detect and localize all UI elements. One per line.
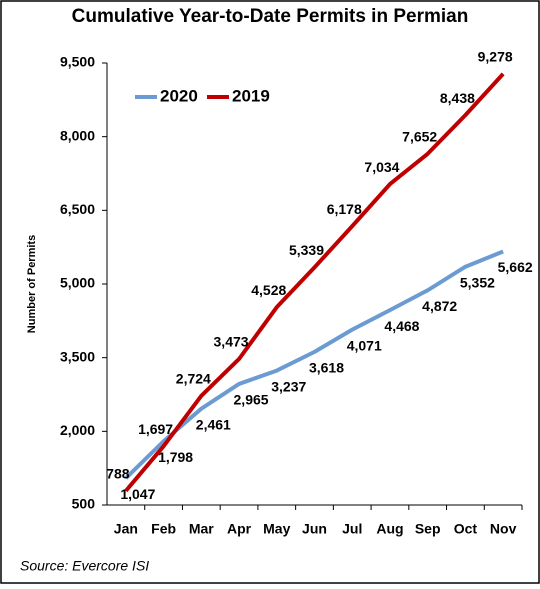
data-label: 5,339: [289, 242, 324, 258]
data-label: 9,278: [478, 49, 513, 65]
x-tick-label: May: [263, 521, 290, 537]
x-tick-label: Aug: [376, 521, 403, 537]
x-tick-label: Jul: [342, 521, 362, 537]
legend-label: 2020: [160, 86, 198, 105]
source: Source: Evercore ISI: [20, 558, 149, 574]
data-label: 3,237: [271, 378, 306, 394]
line: [124, 72, 505, 493]
chart-title: Cumulative Year-to-Date Permits in Permi…: [72, 6, 469, 27]
x-tick-label: Oct: [454, 521, 478, 537]
data-label: 2,461: [196, 416, 231, 432]
legend-label: 2019: [232, 86, 270, 105]
data-label: 4,872: [422, 298, 457, 314]
y-tick-label: 9,500: [60, 54, 95, 70]
data-label: 1,798: [158, 449, 193, 465]
y-tick-label: 5,000: [60, 275, 95, 291]
data-label: 4,468: [384, 318, 419, 334]
x-tick-label: Feb: [151, 521, 176, 537]
y-tick-label: 6,500: [60, 201, 95, 217]
y-axis-label: Number of Permits: [26, 235, 38, 333]
data-label: 1,697: [138, 421, 173, 437]
data-label: 3,618: [309, 360, 344, 376]
y-tick-label: 500: [72, 496, 96, 512]
x-tick-label: Jun: [302, 521, 327, 537]
x-tick-label: Sep: [415, 521, 441, 537]
x-tick-label: Jan: [114, 521, 138, 537]
data-label: 8,438: [440, 90, 475, 106]
line: [124, 249, 504, 480]
data-label: 4,071: [347, 337, 382, 353]
y-tick-label: 2,000: [60, 422, 95, 438]
data-label: 3,473: [214, 334, 249, 350]
x-tick-label: Nov: [490, 521, 517, 537]
x-tick-label: Apr: [227, 521, 252, 537]
x-tick-label: Mar: [189, 521, 214, 537]
y-tick-label: 3,500: [60, 348, 95, 364]
data-label: 7,034: [364, 159, 399, 175]
data-label: 4,528: [251, 282, 286, 298]
data-label: 788: [106, 466, 130, 482]
data-label: 5,352: [460, 274, 495, 290]
data-label: 6,178: [327, 201, 362, 217]
data-label: 5,662: [498, 259, 533, 275]
y-tick-label: 8,000: [60, 127, 95, 143]
data-label: 2,724: [176, 370, 211, 386]
data-label: 2,965: [234, 392, 269, 408]
data-label: 7,652: [402, 128, 437, 144]
